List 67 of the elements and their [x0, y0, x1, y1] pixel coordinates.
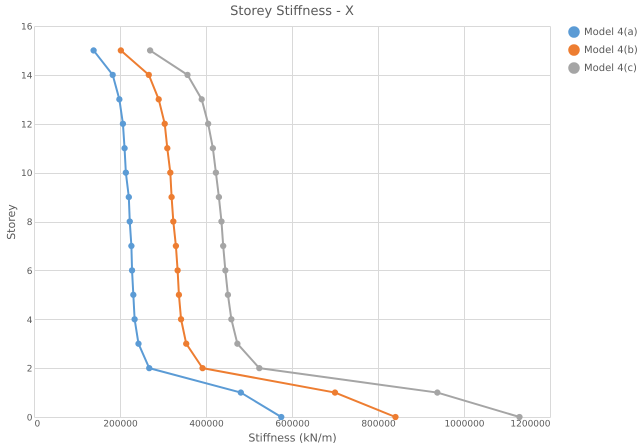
point: [198, 96, 205, 102]
point: [131, 316, 138, 322]
point: [146, 364, 152, 372]
point: [199, 364, 206, 372]
point: [212, 169, 220, 176]
point: [162, 120, 168, 127]
point: [228, 316, 235, 322]
point: [122, 169, 130, 176]
point: [130, 292, 136, 298]
point: [170, 218, 176, 225]
x-tick-label: 1200000: [510, 420, 551, 430]
y-tick-label: 10: [21, 169, 33, 180]
point: [178, 316, 184, 322]
point: [135, 340, 142, 347]
x-axis-title: Stiffness (kN/m): [248, 432, 337, 444]
point: [434, 389, 440, 396]
y-tick-label: 14: [21, 71, 33, 82]
point: [146, 72, 152, 78]
point: [118, 47, 124, 54]
x-tick-label: 1000000: [444, 420, 485, 430]
point: [128, 242, 135, 250]
y-tick-label: 4: [26, 316, 33, 326]
point: [174, 267, 181, 274]
point: [210, 145, 216, 152]
point: [168, 194, 175, 200]
chart-title: Storey Stiffness - X: [230, 4, 354, 19]
point: [204, 120, 212, 127]
x-tick-label: 600000: [275, 420, 310, 430]
x-tick-label: 400000: [189, 420, 224, 430]
y-tick-label: 8: [26, 218, 33, 228]
y-tick-label: 6: [26, 266, 33, 277]
point: [238, 389, 244, 396]
point: [110, 72, 116, 78]
x-tick-label: 200000: [103, 420, 138, 430]
point: [183, 340, 190, 347]
point: [172, 242, 180, 250]
x-tick-label: 800000: [361, 420, 396, 430]
point: [224, 292, 232, 298]
point: [90, 47, 97, 54]
point: [216, 194, 222, 200]
y-tick-label: 2: [26, 364, 32, 375]
point: [116, 96, 123, 102]
point: [128, 267, 136, 274]
y-tick-label: 16: [21, 22, 33, 32]
legend-label: Model 4(c): [584, 63, 637, 74]
point: [164, 145, 170, 152]
point: [176, 292, 182, 298]
point: [392, 414, 399, 420]
point: [121, 145, 128, 152]
point: [126, 218, 133, 225]
x-tick-label: 0: [34, 420, 40, 430]
legend-label: Model 4(b): [584, 45, 638, 56]
point: [156, 96, 162, 102]
y-axis-title: Storey: [5, 204, 18, 240]
point: [332, 389, 338, 396]
point: [218, 218, 225, 225]
point: [126, 194, 132, 200]
point: [146, 47, 154, 54]
point: [120, 120, 126, 127]
point: [220, 242, 226, 250]
point: [184, 72, 191, 78]
point: [234, 340, 241, 347]
point: [222, 267, 229, 274]
point: [256, 364, 262, 372]
legend-label: Model 4(a): [584, 27, 638, 38]
y-tick-label: 12: [21, 120, 32, 130]
point: [167, 169, 174, 176]
